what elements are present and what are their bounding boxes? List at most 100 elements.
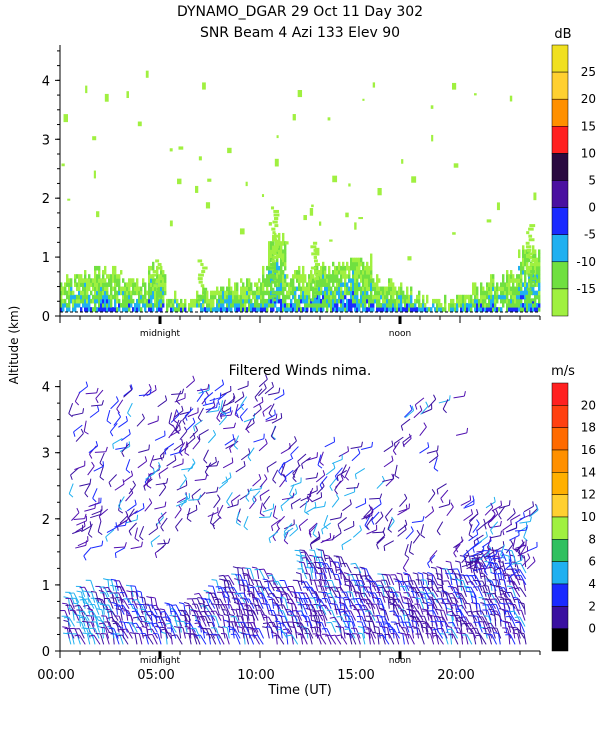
wind-barb xyxy=(320,537,331,544)
snr-cell xyxy=(214,290,217,296)
wind-barb xyxy=(273,622,279,633)
snr-cell xyxy=(228,278,231,283)
snr-cell xyxy=(512,290,515,296)
snr-cell xyxy=(142,294,145,300)
snr-cell xyxy=(106,290,109,296)
wind-barb-flag xyxy=(512,596,518,599)
wind-barb-flag xyxy=(231,608,237,611)
snr-cell xyxy=(368,286,371,292)
snr-cell xyxy=(94,286,97,292)
snr-cell xyxy=(282,261,285,267)
snr-cell xyxy=(206,290,209,296)
snr-cell xyxy=(170,307,173,312)
wind-barb-flag xyxy=(282,389,285,395)
wind-barb xyxy=(462,586,467,597)
wind-barb-flag xyxy=(473,568,479,573)
wind-barb xyxy=(80,610,86,621)
wind-barb-flag xyxy=(271,381,274,387)
wind-barb xyxy=(402,438,412,447)
snr-cell xyxy=(302,282,305,287)
wind-barb-flag xyxy=(279,596,286,599)
wind-barb-flag xyxy=(115,608,121,611)
snr-cell xyxy=(528,307,531,312)
snr-cell xyxy=(164,278,167,283)
snr-cell xyxy=(210,303,213,308)
snr-cell xyxy=(64,290,67,296)
snr-cell xyxy=(374,286,377,292)
wind-barb-flag xyxy=(271,525,274,531)
wind-barb-flag xyxy=(254,568,260,571)
wind-barb xyxy=(244,598,249,609)
wind-barb xyxy=(348,573,351,585)
snr-cell xyxy=(362,282,365,287)
wind-barb-flag xyxy=(197,417,202,422)
wind-barb-flag xyxy=(154,385,157,391)
wind-barb-flag xyxy=(306,586,312,589)
wind-barb xyxy=(115,446,127,450)
wind-barb xyxy=(385,478,395,487)
wind-barb-flag xyxy=(440,498,444,504)
wind-barb xyxy=(172,409,178,421)
wind-barb-flag xyxy=(193,426,196,432)
snr-cell xyxy=(197,259,203,263)
snr-cell xyxy=(438,298,441,304)
snr-cell xyxy=(122,278,125,283)
snr-cell xyxy=(370,274,373,279)
snr-cell xyxy=(240,278,243,283)
snr-cell xyxy=(110,298,113,304)
wind-barb-flag xyxy=(292,477,297,483)
snr-cell xyxy=(252,307,255,312)
snr-cell xyxy=(308,303,311,308)
wind-barb-flag xyxy=(410,526,414,532)
wind-barb xyxy=(249,622,256,633)
wind-barb xyxy=(227,597,230,609)
snr-cell xyxy=(336,278,339,283)
snr-cell xyxy=(480,307,483,312)
snr-cell xyxy=(270,270,273,275)
wind-barb-flag xyxy=(80,428,84,434)
snr-cell xyxy=(382,286,385,292)
snr-cell xyxy=(152,270,158,274)
snr-cell xyxy=(192,298,195,304)
snr-cell xyxy=(468,298,471,304)
wind-barb-flag xyxy=(498,596,504,599)
snr-cell xyxy=(120,286,123,292)
wind-barb xyxy=(343,525,355,532)
wind-barb-flag xyxy=(124,542,127,548)
snr-cell xyxy=(153,284,158,288)
snr-cell xyxy=(184,298,187,304)
snr-cell xyxy=(376,274,379,279)
wind-barb xyxy=(256,634,264,645)
snr-cell xyxy=(172,298,175,304)
snr-cell xyxy=(322,303,325,308)
wind-barb-flag xyxy=(251,566,258,569)
wind-barb-flag xyxy=(127,412,132,418)
wind-barb-flag xyxy=(321,481,325,487)
snr-cell xyxy=(328,270,331,275)
wind-barb-flag xyxy=(130,632,136,635)
wind-barb xyxy=(123,621,128,633)
wind-barb-flag xyxy=(485,531,488,537)
wind-barb xyxy=(320,599,327,609)
snr-cell xyxy=(400,303,403,308)
snr-cell xyxy=(218,303,221,308)
snr-cell xyxy=(358,257,361,263)
wind-barb xyxy=(272,505,277,517)
snr-cell xyxy=(378,290,381,296)
snr-cell xyxy=(520,282,523,287)
wind-barb-flag xyxy=(333,463,336,469)
wind-barb xyxy=(334,562,338,574)
wind-barb xyxy=(245,633,250,645)
snr-cell xyxy=(320,282,323,287)
wind-barb-flag xyxy=(203,589,209,593)
wind-barb xyxy=(513,581,520,592)
snr-cell xyxy=(273,248,278,252)
wind-barb xyxy=(105,633,110,645)
wind-barb-flag xyxy=(110,578,116,581)
snr-cell xyxy=(350,307,353,312)
wind-barb xyxy=(303,598,309,609)
snr-cell xyxy=(384,290,387,296)
wind-barb-flag xyxy=(254,396,258,402)
snr-cell xyxy=(156,278,159,283)
snr-cell xyxy=(160,298,163,304)
